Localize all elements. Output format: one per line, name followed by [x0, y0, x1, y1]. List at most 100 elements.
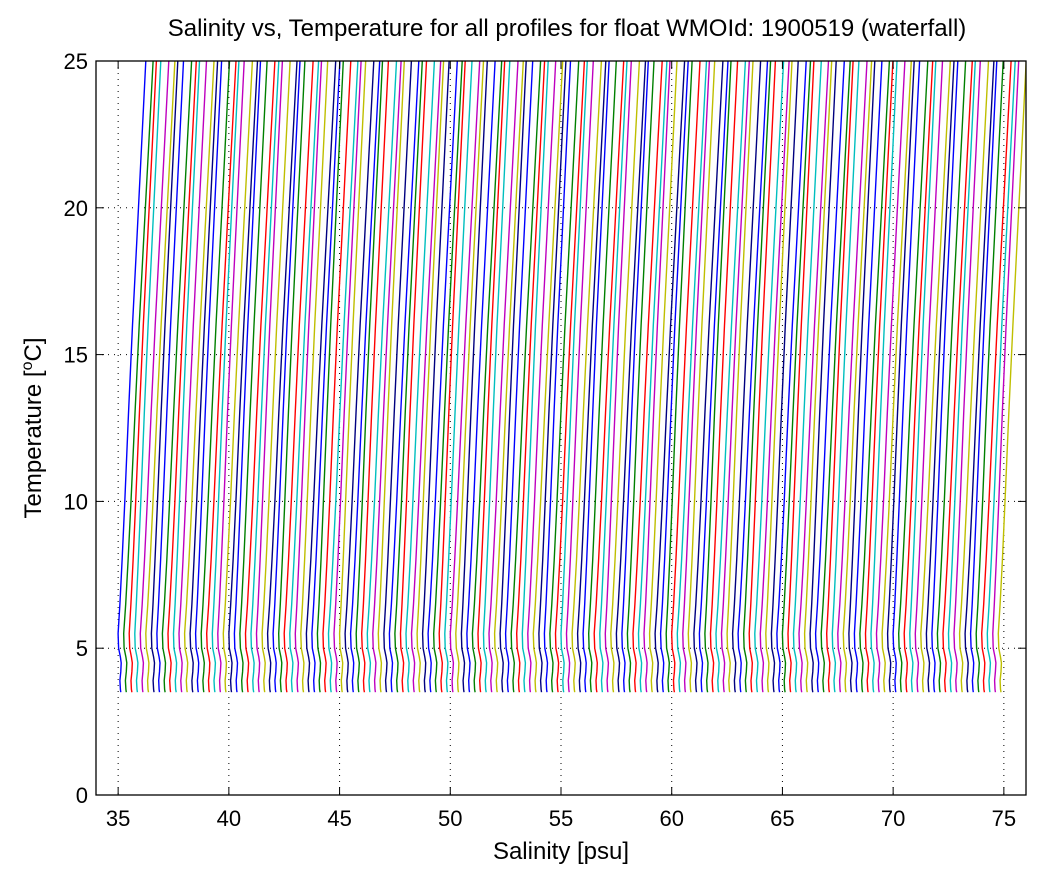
profile-line — [493, 61, 524, 693]
profile-line — [139, 61, 170, 693]
profile-line — [449, 61, 481, 693]
profile-line — [787, 61, 815, 693]
profile-line — [510, 61, 542, 693]
profile-line — [499, 61, 527, 693]
profile-line — [466, 61, 496, 693]
profile-line — [670, 61, 701, 693]
profile-line — [255, 61, 284, 693]
profile-line — [183, 61, 215, 693]
profile-line — [914, 61, 944, 693]
profile-line — [637, 61, 668, 693]
profile-line — [338, 61, 367, 693]
profile-line — [992, 61, 1020, 693]
profile-line — [825, 61, 854, 693]
profile-line — [228, 61, 259, 693]
profile-line — [388, 61, 420, 693]
y-axis: 0 5 10 15 20 25 — [64, 49, 1026, 808]
profile-line — [576, 61, 607, 693]
profile-line — [737, 61, 769, 693]
profile-line — [809, 61, 837, 693]
y-tick-label: 0 — [76, 783, 88, 808]
profile-line — [316, 61, 344, 693]
profile-line — [521, 61, 549, 693]
x-axis: 35 40 45 50 55 60 65 70 75 — [106, 61, 1016, 831]
profile-line — [554, 61, 586, 693]
profile-line — [383, 61, 413, 693]
profile-line — [643, 61, 671, 693]
profile-line — [870, 61, 898, 693]
profile-line — [665, 61, 693, 693]
profile-line — [410, 61, 442, 693]
profile-line — [372, 61, 402, 693]
profile-line — [322, 61, 352, 693]
profile-line — [515, 61, 546, 693]
profile-line — [283, 61, 314, 693]
y-axis-label: Temperature [oC] — [19, 338, 47, 519]
profile-line — [455, 61, 485, 693]
profile-line — [488, 61, 519, 693]
profile-line — [903, 61, 934, 693]
profile-line — [831, 61, 860, 693]
profile-line — [427, 61, 458, 693]
profile-line — [222, 61, 254, 693]
profile-line — [366, 61, 398, 693]
profile-line — [892, 61, 921, 693]
profile-line — [953, 61, 981, 693]
profile-line — [504, 61, 534, 693]
profile-line — [615, 61, 647, 693]
profile-line — [626, 61, 655, 693]
profile-line — [980, 61, 1012, 693]
profile-line — [698, 61, 729, 693]
profile-line — [853, 61, 883, 693]
profile-line — [582, 61, 610, 693]
profile-line — [294, 61, 323, 693]
profile-line — [792, 61, 822, 693]
profile-line — [477, 61, 506, 693]
profile-line — [233, 61, 262, 693]
profile-line — [471, 61, 503, 693]
profile-line — [632, 61, 663, 693]
x-tick-label: 45 — [327, 806, 351, 831]
profile-line — [881, 61, 912, 693]
profile-line — [355, 61, 384, 693]
profile-line — [864, 61, 894, 693]
profile-line — [167, 61, 197, 693]
profile-line — [156, 61, 185, 693]
profile-line — [997, 61, 1026, 693]
profile-line — [178, 61, 208, 693]
profile-line — [172, 61, 201, 693]
profile-line — [781, 61, 812, 693]
profile-line — [776, 61, 807, 693]
profile-line — [859, 61, 891, 693]
profile-line — [571, 61, 603, 693]
profile-line — [444, 61, 473, 693]
profile-line — [604, 61, 632, 693]
profile-line — [975, 61, 1004, 693]
profile-line — [150, 61, 179, 693]
profile-line — [565, 61, 594, 693]
profile-line — [538, 61, 567, 693]
profile-line — [250, 61, 280, 693]
profile-line — [277, 61, 306, 693]
profile-line — [289, 61, 320, 693]
profile-line — [803, 61, 833, 693]
profile-line — [405, 61, 436, 693]
profile-line — [416, 61, 445, 693]
profile-line — [897, 61, 929, 693]
profile-line — [244, 61, 276, 693]
x-tick-label: 40 — [217, 806, 241, 831]
profile-line — [715, 61, 747, 693]
x-tick-label: 60 — [659, 806, 683, 831]
profile-line — [704, 61, 732, 693]
profile-line — [754, 61, 785, 693]
profile-line — [360, 61, 390, 693]
profile-line — [909, 61, 937, 693]
profile-line — [720, 61, 750, 693]
y-tick-label: 25 — [64, 49, 88, 74]
profile-line — [128, 61, 158, 693]
profile-line — [659, 61, 689, 693]
chart-title: Salinity vs, Temperature for all profile… — [168, 15, 967, 42]
profile-line — [460, 61, 488, 693]
profile-line — [969, 61, 998, 693]
